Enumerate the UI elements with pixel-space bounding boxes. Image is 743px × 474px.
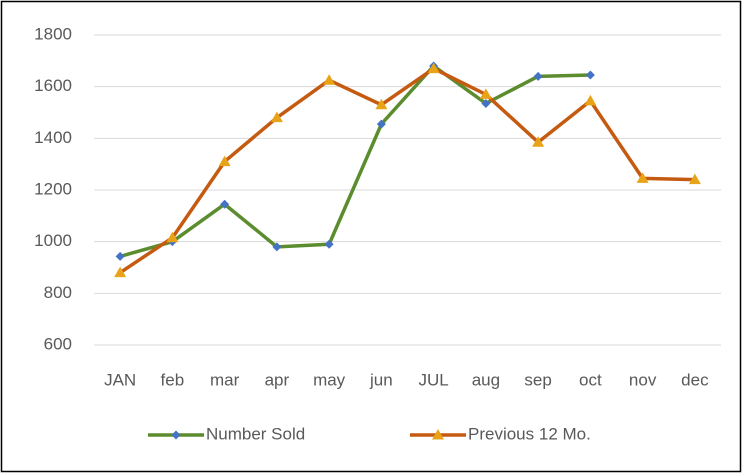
data-point	[688, 173, 701, 185]
y-tick-label: 600	[44, 334, 72, 353]
series-line	[119, 66, 695, 275]
data-point	[427, 62, 440, 74]
data-point	[636, 172, 649, 183]
y-tick-label: 1800	[34, 24, 72, 43]
y-tick-label: 1200	[34, 179, 72, 198]
y-tick-label: 800	[44, 283, 72, 302]
x-tick-label: aug	[472, 370, 500, 389]
x-tick-label: nov	[629, 370, 657, 389]
data-point	[532, 136, 545, 147]
data-point	[218, 155, 231, 167]
data-point	[584, 94, 597, 106]
y-tick-label: 1600	[34, 76, 72, 95]
x-tick-label: mar	[210, 370, 240, 389]
x-tick-label: may	[313, 370, 346, 389]
data-point	[533, 71, 543, 81]
data-point	[166, 231, 179, 243]
data-point	[220, 199, 230, 209]
data-point	[375, 98, 388, 110]
y-tick-label: 1000	[34, 231, 72, 250]
legend-label: Previous 12 Mo.	[468, 424, 591, 443]
data-point	[585, 70, 595, 80]
y-tick-label: 1400	[34, 128, 72, 147]
data-point	[324, 239, 334, 249]
x-tick-label: apr	[265, 370, 290, 389]
data-point	[114, 266, 127, 278]
data-point	[376, 119, 386, 129]
data-point	[115, 251, 125, 261]
series-line	[119, 64, 591, 259]
x-tick-label: feb	[161, 370, 185, 389]
data-point	[479, 88, 492, 99]
x-tick-label: oct	[579, 370, 602, 389]
legend-marker	[171, 430, 181, 440]
data-point	[270, 111, 283, 123]
x-tick-label: sep	[524, 370, 551, 389]
legend-marker	[432, 429, 444, 440]
x-tick-label: JAN	[104, 370, 136, 389]
x-tick-label: JUL	[419, 370, 449, 389]
data-point	[323, 74, 336, 85]
legend-label: Number Sold	[206, 424, 305, 443]
x-tick-label: dec	[681, 370, 709, 389]
data-point	[272, 242, 282, 252]
x-tick-label: jun	[369, 370, 393, 389]
data-point	[481, 98, 491, 108]
